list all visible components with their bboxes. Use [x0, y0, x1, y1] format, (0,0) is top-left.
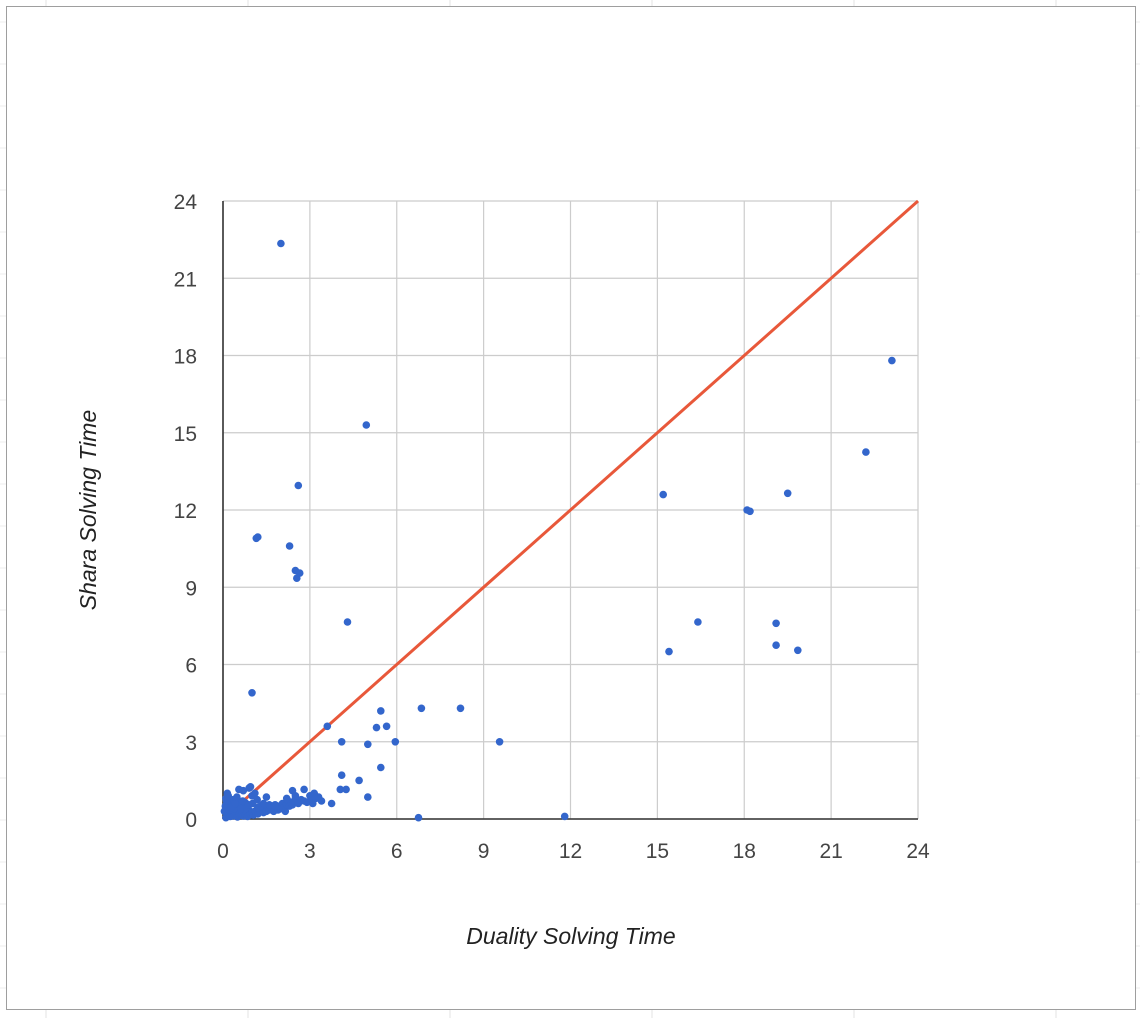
x-tick-label: 18: [733, 840, 756, 863]
data-point: [362, 421, 371, 429]
data-point: [323, 722, 332, 731]
data-point: [285, 542, 294, 550]
data-point: [327, 799, 336, 808]
data-point: [253, 795, 261, 804]
y-tick-label: 24: [174, 191, 198, 214]
data-point: [355, 776, 363, 785]
data-point: [231, 799, 239, 808]
x-tick-label: 24: [906, 840, 930, 863]
tick-labels: 0 3 6 9 12 15 18 21 24 0 3 6 9 12 15 18 21 24: [174, 191, 930, 863]
data-point: [372, 723, 381, 732]
data-point: [281, 807, 290, 816]
data-point: [253, 533, 262, 541]
data-point: [224, 792, 232, 800]
data-points: [220, 239, 896, 822]
y-tick-label: 9: [185, 577, 197, 600]
data-point: [337, 771, 346, 779]
y-axis-title: Shara Solving Time: [75, 410, 101, 611]
diagonal-trendline: [222, 199, 919, 821]
data-point: [291, 792, 300, 800]
data-point: [382, 722, 391, 731]
data-point: [417, 704, 426, 713]
data-point: [560, 812, 569, 821]
data-point: [239, 786, 248, 795]
data-point: [414, 813, 423, 822]
y-tick-label: 6: [185, 655, 197, 678]
data-point: [343, 618, 352, 626]
data-point: [772, 619, 780, 628]
x-tick-label: 15: [646, 840, 669, 863]
data-point: [364, 740, 372, 749]
data-point: [248, 689, 256, 697]
data-point: [300, 785, 308, 794]
data-point: [888, 356, 896, 365]
data-point: [495, 738, 504, 746]
data-point: [746, 507, 754, 516]
data-point: [783, 489, 792, 498]
y-tick-label: 18: [174, 346, 197, 369]
data-point: [246, 783, 255, 791]
data-point: [251, 789, 259, 798]
y-tick-label: 21: [174, 268, 197, 291]
data-point: [337, 738, 346, 746]
data-point: [288, 801, 297, 809]
x-tick-label: 3: [304, 840, 316, 863]
data-point: [237, 804, 245, 813]
data-point: [456, 704, 465, 713]
data-point: [659, 490, 667, 499]
data-point: [238, 797, 247, 805]
y-tick-label: 15: [174, 423, 197, 446]
data-point: [862, 448, 870, 456]
x-tick-label: 12: [559, 840, 582, 863]
y-tick-label: 12: [174, 500, 197, 523]
data-point: [294, 481, 303, 490]
trendline: [222, 199, 919, 821]
data-point: [794, 646, 802, 655]
data-point: [772, 641, 780, 649]
data-point: [282, 794, 291, 803]
x-tick-label: 21: [819, 840, 842, 863]
x-axis-title: Duality Solving Time: [466, 923, 675, 949]
axes: [222, 201, 918, 820]
y-tick-label: 3: [185, 732, 197, 755]
data-point: [317, 797, 326, 805]
data-point: [265, 801, 274, 809]
data-point: [377, 763, 385, 772]
y-tick-label: 0: [185, 809, 197, 832]
x-tick-label: 6: [391, 840, 403, 863]
data-point: [336, 785, 345, 794]
data-point: [342, 785, 350, 794]
x-tick-label: 9: [478, 840, 490, 863]
data-point: [259, 799, 268, 808]
data-point: [364, 793, 372, 801]
data-point: [391, 738, 400, 746]
data-point: [233, 793, 241, 801]
data-point: [694, 618, 702, 626]
data-point: [665, 647, 673, 656]
data-point: [262, 793, 271, 801]
data-point: [295, 569, 304, 577]
data-point: [271, 802, 279, 810]
data-point: [277, 239, 285, 248]
data-point: [377, 707, 385, 715]
x-tick-label: 0: [217, 840, 229, 863]
